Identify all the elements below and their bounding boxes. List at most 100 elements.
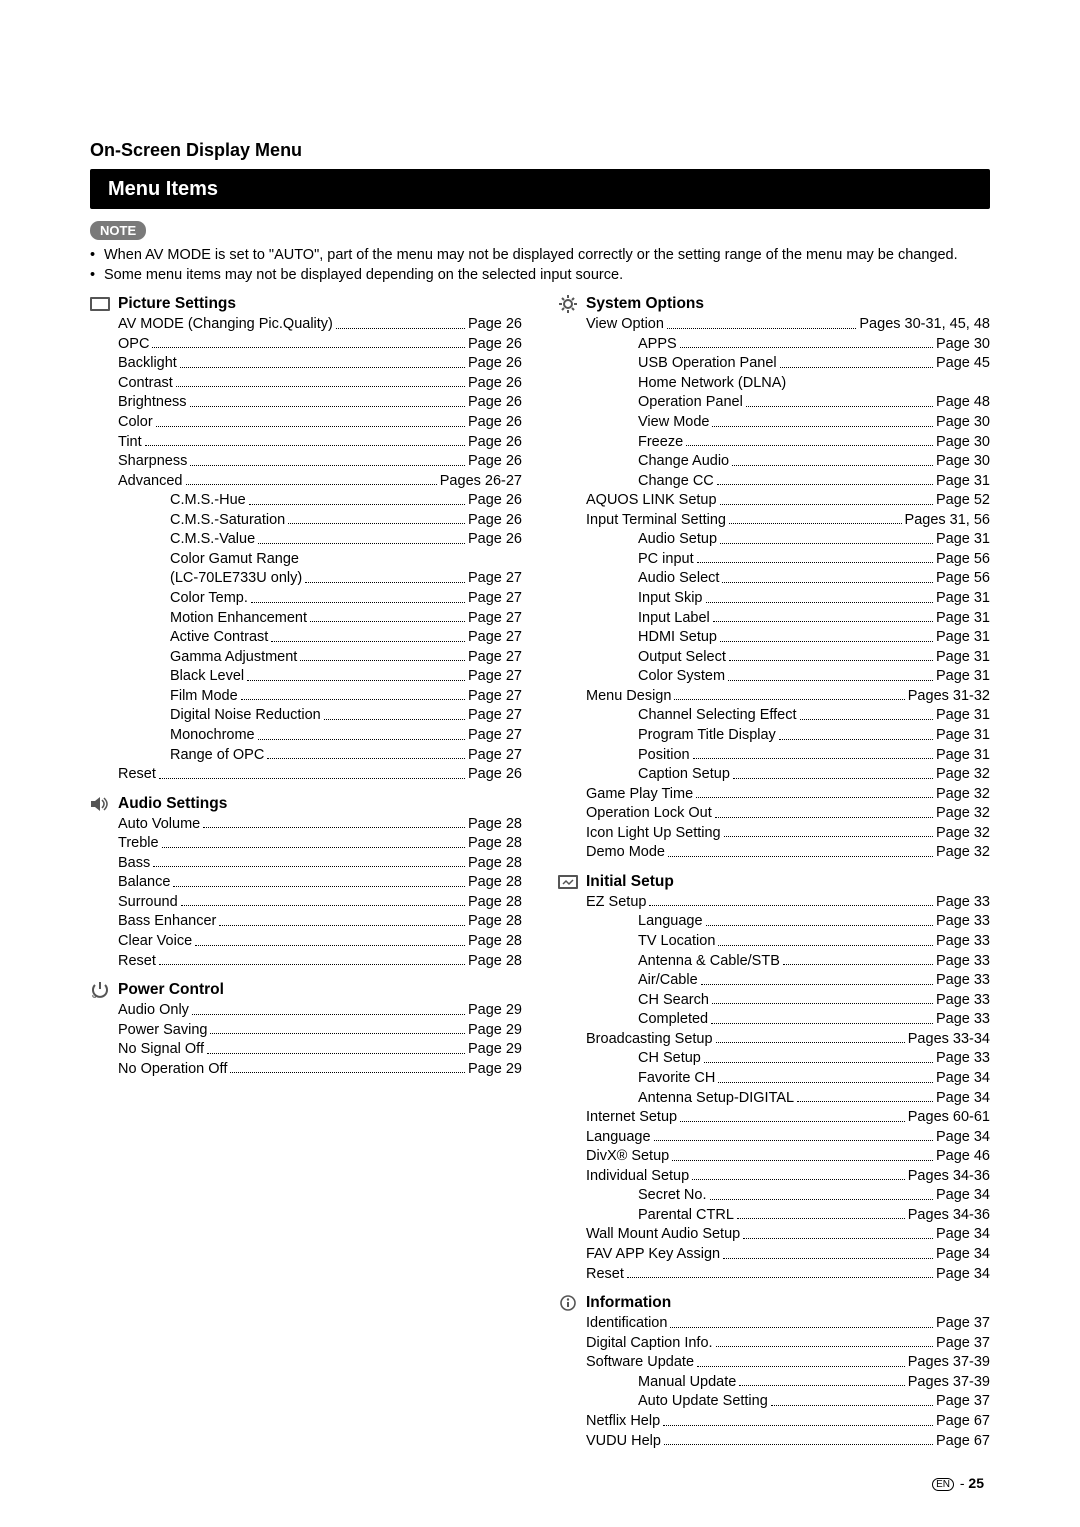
entry-page: Page 27 bbox=[468, 706, 522, 726]
menu-entry: Icon Light Up SettingPage 32 bbox=[558, 824, 990, 844]
leader-dots bbox=[267, 758, 465, 759]
menu-entry: OPCPage 26 bbox=[90, 335, 522, 355]
entry-page: Page 37 bbox=[936, 1314, 990, 1334]
entry-page: Page 52 bbox=[936, 491, 990, 511]
leader-dots bbox=[780, 367, 933, 368]
entry-page: Page 33 bbox=[936, 893, 990, 913]
entry-page: Page 26 bbox=[468, 452, 522, 472]
menu-entry: View ModePage 30 bbox=[558, 413, 990, 433]
entry-page: Pages 31-32 bbox=[908, 687, 990, 707]
menu-entry: VUDU HelpPage 67 bbox=[558, 1432, 990, 1452]
entry-label: Tint bbox=[118, 433, 142, 453]
leader-dots bbox=[706, 925, 933, 926]
entry-label: Channel Selecting Effect bbox=[638, 706, 797, 726]
entry-page: Page 26 bbox=[468, 374, 522, 394]
entry-label: Caption Setup bbox=[638, 765, 730, 785]
leader-dots bbox=[674, 699, 904, 700]
menu-entry: Wall Mount Audio SetupPage 34 bbox=[558, 1225, 990, 1245]
entry-label: Advanced bbox=[118, 472, 183, 492]
leader-dots bbox=[247, 680, 465, 681]
leader-dots bbox=[173, 886, 465, 887]
leader-dots bbox=[152, 347, 465, 348]
menu-entry: Caption SetupPage 32 bbox=[558, 765, 990, 785]
menu-entry: Gamma AdjustmentPage 27 bbox=[90, 648, 522, 668]
menu-entry: Individual Setup Pages 34-36 bbox=[558, 1167, 990, 1187]
menu-entry: Netflix HelpPage 67 bbox=[558, 1412, 990, 1432]
menu-entry: ResetPage 34 bbox=[558, 1265, 990, 1285]
leader-dots bbox=[783, 964, 933, 965]
entry-label: Menu Design bbox=[586, 687, 671, 707]
menu-entry: Antenna & Cable/STBPage 33 bbox=[558, 952, 990, 972]
menu-entry: Color Gamut Range bbox=[90, 550, 522, 570]
entry-label: C.M.S.-Hue bbox=[170, 491, 246, 511]
leader-dots bbox=[219, 925, 465, 926]
note-text: When AV MODE is set to "AUTO", part of t… bbox=[104, 246, 958, 266]
menu-entry: Black LevelPage 27 bbox=[90, 667, 522, 687]
leader-dots bbox=[195, 945, 465, 946]
leader-dots bbox=[739, 1385, 904, 1386]
menu-entry: Range of OPCPage 27 bbox=[90, 746, 522, 766]
menu-entry: Audio SetupPage 31 bbox=[558, 530, 990, 550]
menu-group: Picture SettingsAV MODE (Changing Pic.Qu… bbox=[90, 295, 522, 785]
entry-label: Digital Noise Reduction bbox=[170, 706, 321, 726]
entry-page: Page 28 bbox=[468, 815, 522, 835]
entry-page: Page 27 bbox=[468, 628, 522, 648]
entry-label: Digital Caption Info. bbox=[586, 1334, 713, 1354]
menu-entry: BalancePage 28 bbox=[90, 873, 522, 893]
entry-page: Page 28 bbox=[468, 854, 522, 874]
entry-page: Pages 34-36 bbox=[908, 1167, 990, 1187]
leader-dots bbox=[159, 964, 465, 965]
entry-label: View Mode bbox=[638, 413, 709, 433]
menu-entry: (LC-70LE733U only)Page 27 bbox=[90, 569, 522, 589]
entry-label: AQUOS LINK Setup bbox=[586, 491, 717, 511]
entry-label: Operation Panel bbox=[638, 393, 743, 413]
leader-dots bbox=[241, 699, 465, 700]
entry-page: Page 26 bbox=[468, 315, 522, 335]
menu-entry: Clear VoicePage 28 bbox=[90, 932, 522, 952]
menu-entry: Software UpdatePages 37-39 bbox=[558, 1353, 990, 1373]
entry-label: Auto Volume bbox=[118, 815, 200, 835]
leader-dots bbox=[712, 426, 933, 427]
group-header: Power Control bbox=[90, 981, 522, 999]
leader-dots bbox=[230, 1072, 465, 1073]
entry-page: Page 37 bbox=[936, 1392, 990, 1412]
leader-dots bbox=[718, 945, 933, 946]
entry-label: No Operation Off bbox=[118, 1060, 227, 1080]
menu-entry: MonochromePage 27 bbox=[90, 726, 522, 746]
entry-page: Page 30 bbox=[936, 452, 990, 472]
entry-page: Page 26 bbox=[468, 335, 522, 355]
leader-dots bbox=[696, 797, 933, 798]
entry-label: Broadcasting Setup bbox=[586, 1030, 713, 1050]
column-left: Picture SettingsAV MODE (Changing Pic.Qu… bbox=[90, 295, 522, 1461]
columns: Picture SettingsAV MODE (Changing Pic.Qu… bbox=[90, 295, 990, 1461]
entry-label: Auto Update Setting bbox=[638, 1392, 768, 1412]
menu-entry: AdvancedPages 26-27 bbox=[90, 472, 522, 492]
bullet-icon: • bbox=[90, 246, 104, 266]
entry-page: Page 26 bbox=[468, 511, 522, 531]
leader-dots bbox=[667, 328, 856, 329]
menu-entry: BrightnessPage 26 bbox=[90, 393, 522, 413]
menu-entry: Operation Lock OutPage 32 bbox=[558, 804, 990, 824]
group-title: System Options bbox=[586, 295, 704, 313]
group-title: Information bbox=[586, 1294, 671, 1312]
leader-dots bbox=[258, 543, 465, 544]
leader-dots bbox=[145, 445, 465, 446]
entry-page: Page 34 bbox=[936, 1245, 990, 1265]
leader-dots bbox=[324, 719, 465, 720]
entry-label: Clear Voice bbox=[118, 932, 192, 952]
entry-page: Page 32 bbox=[936, 785, 990, 805]
entry-page: Page 32 bbox=[936, 843, 990, 863]
entry-page: Page 28 bbox=[468, 952, 522, 972]
entry-label: Color Temp. bbox=[170, 589, 248, 609]
entry-label: Reset bbox=[118, 765, 156, 785]
menu-entry: Change CCPage 31 bbox=[558, 472, 990, 492]
leader-dots bbox=[649, 905, 933, 906]
menu-group: Power ControlAudio OnlyPage 29Power Savi… bbox=[90, 981, 522, 1079]
entry-label: VUDU Help bbox=[586, 1432, 661, 1452]
note-text: Some menu items may not be displayed dep… bbox=[104, 266, 623, 286]
entry-label: Freeze bbox=[638, 433, 683, 453]
entry-label: APPS bbox=[638, 335, 677, 355]
leader-dots bbox=[627, 1277, 933, 1278]
entry-page: Page 29 bbox=[468, 1021, 522, 1041]
entry-label: Individual Setup bbox=[586, 1167, 689, 1187]
